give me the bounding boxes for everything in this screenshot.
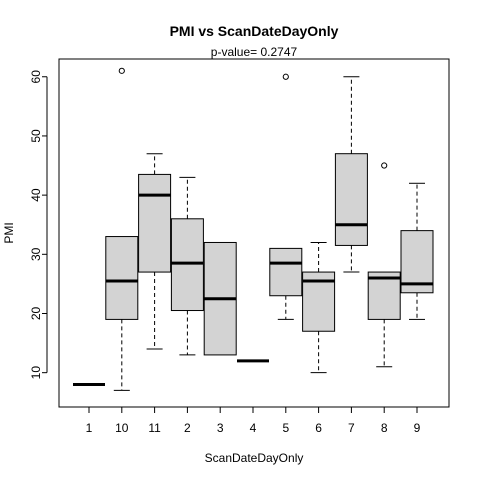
y-tick-label-30: 30 [29,247,43,261]
x-tick-label-10: 10 [115,421,129,435]
y-tick-label-60: 60 [29,70,43,84]
outlier-10-0 [118,67,125,74]
y-tick-label-20: 20 [29,306,43,320]
x-tick-label-1: 1 [86,421,93,435]
x-tick-label-5: 5 [282,421,289,435]
chart-marks: 10 20 30 40 50 60 1 10 11 2 3 4 5 6 7 8 9 [29,67,434,435]
outlier-5-0 [282,73,289,80]
y-tick-label-40: 40 [29,188,43,202]
box-11 [138,173,172,273]
x-tick-label-9: 9 [414,421,421,435]
x-tick-label-2: 2 [184,421,191,435]
plot-frame [58,58,450,408]
chart-subtitle: p-value= 0.2747 [211,45,298,59]
x-tick-label-11: 11 [148,421,161,435]
y-tick-label-10: 10 [29,366,43,380]
y-tick-label-50: 50 [29,129,43,143]
box-5 [269,247,303,297]
chart-title: PMI vs ScanDateDayOnly [170,23,339,39]
x-axis-label: ScanDateDayOnly [205,451,304,465]
x-tick-label-6: 6 [315,421,322,435]
box-10 [105,236,139,320]
outlier-8-0 [381,162,388,169]
x-tick-label-3: 3 [217,421,224,435]
x-tick-label-4: 4 [250,421,257,435]
y-axis-label: PMI [2,222,16,243]
x-tick-label-8: 8 [381,421,388,435]
box-7 [334,153,368,246]
x-tick-label-7: 7 [348,421,355,435]
box-8 [367,271,401,320]
